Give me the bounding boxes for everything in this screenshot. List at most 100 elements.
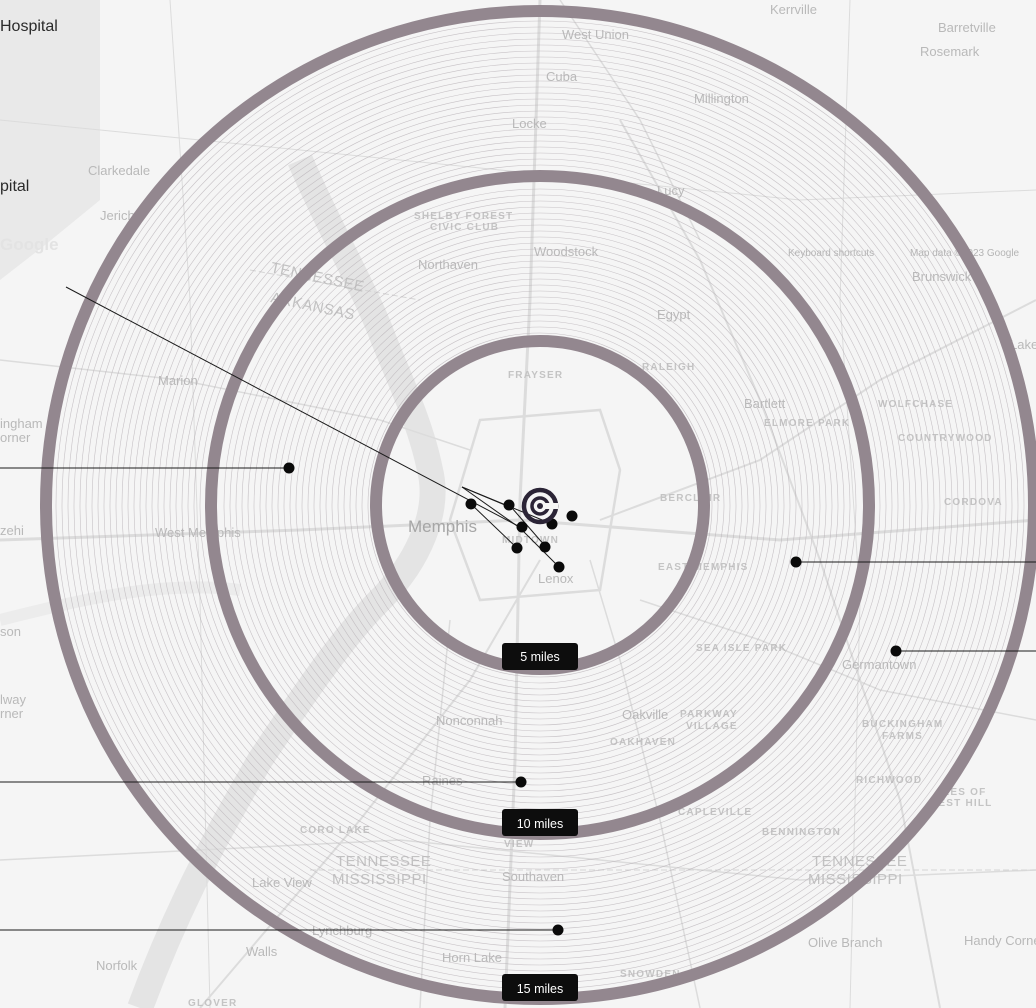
place-olive-branch: Olive Branch [808, 935, 882, 950]
place-bartlett: Bartlett [744, 396, 786, 411]
place-countrywood: COUNTRYWOOD [898, 433, 993, 444]
contour-line [361, 326, 719, 684]
logo-notch [540, 503, 558, 509]
place-walls: Walls [246, 944, 278, 959]
place-buckingham: BUCKINGHAM [862, 719, 943, 730]
contour-line [349, 314, 731, 696]
contour-line [253, 218, 827, 792]
place-cunningham-corner: orner [0, 430, 31, 445]
contour-line [289, 254, 791, 756]
contour-line [121, 86, 959, 924]
place-norfolk: Norfolk [96, 958, 138, 973]
map-panel-shadow [0, 0, 100, 280]
ring-label-5-miles: 5 miles [520, 650, 560, 664]
location-marker[interactable] [552, 924, 564, 936]
location-marker[interactable] [515, 776, 527, 788]
mississippi-river [127, 154, 446, 1008]
contour-line [139, 104, 941, 906]
place-zehi: zehi [0, 523, 24, 538]
place-germantown: Germantown [842, 657, 916, 672]
location-marker[interactable] [516, 521, 528, 533]
place-bennington: BENNINGTON [762, 827, 841, 838]
place-richwood: RICHWOOD [856, 775, 922, 786]
location-marker[interactable] [539, 541, 551, 553]
contour-line [241, 206, 839, 804]
contour-line [283, 248, 797, 762]
keyboard-shortcuts-link[interactable]: Keyboard shortcuts [788, 248, 874, 259]
place-shelby-forest: SHELBY FOREST [414, 211, 513, 222]
place-raleigh: RALEIGH [642, 362, 695, 373]
side-label-hospital-2: pital [0, 178, 30, 195]
contour-line [103, 68, 977, 942]
place-capleville: CAPLEVILLE [678, 807, 752, 818]
place-berclair: BERCLAIR [660, 493, 721, 504]
contour-line [313, 278, 767, 732]
place-marion: Marion [158, 373, 198, 388]
place-parkway: PARKWAY [680, 709, 738, 720]
ring-badge-10: 10 miles [502, 809, 578, 836]
place-civic-club: CIVIC CLUB [430, 222, 499, 233]
location-marker[interactable] [465, 498, 477, 510]
place-lenox: Lenox [538, 571, 574, 586]
place-midtown: MIDTOWN [502, 535, 559, 546]
place-snowden: SNOWDEN [620, 969, 681, 980]
contour-line [175, 140, 905, 870]
contour-line [163, 128, 917, 882]
place-west-memphis: West Memphis [155, 525, 241, 540]
contour-line [193, 158, 887, 852]
contour-line [337, 302, 743, 708]
place-millington: Millington [694, 91, 749, 106]
place-frayser: FRAYSER [508, 370, 563, 381]
state-label-mississippi-1: MISSISSIPPI [332, 871, 427, 888]
place-lakes-of-forest-hill: KES OF [942, 787, 986, 798]
contour-line [367, 332, 713, 678]
location-markers[interactable] [283, 462, 902, 936]
location-marker[interactable] [790, 556, 802, 568]
place-cunningham: ingham [0, 416, 43, 431]
location-marker[interactable] [503, 499, 515, 511]
place-handy-corner: Handy Corner [964, 933, 1036, 948]
logo-core [537, 503, 543, 509]
ring-badge-5: 5 miles [502, 643, 578, 670]
place-brunswick: Brunswick [912, 269, 972, 284]
place-farms: FARMS [882, 731, 923, 742]
contour-line [127, 92, 953, 918]
place-glover: GLOVER [188, 998, 237, 1008]
place-son: son [0, 624, 21, 639]
place-memphis: Memphis [408, 517, 477, 536]
contour-line [319, 284, 761, 726]
hospital-logo-icon[interactable] [521, 487, 559, 525]
location-marker[interactable] [553, 561, 565, 573]
contour-line [91, 56, 989, 954]
contour-line [151, 116, 929, 894]
contour-line [331, 296, 749, 714]
contour-line [79, 44, 1001, 966]
place-cordova: CORDOVA [944, 497, 1003, 508]
place-lake-view: Lake View [252, 875, 312, 890]
place-cuba: Cuba [546, 69, 578, 84]
place-forest-hill: REST HILL [930, 798, 992, 809]
place-east-memphis: EAST MEMPHIS [658, 562, 749, 573]
contour-line [169, 134, 911, 876]
location-marker[interactable] [566, 510, 578, 522]
google-logo: Google [0, 235, 59, 254]
contour-line [301, 266, 779, 744]
contour-line [355, 320, 725, 690]
place-kerrville: Kerrville [770, 2, 817, 17]
contour-line [145, 110, 935, 900]
ring-label-15-miles: 15 miles [517, 982, 564, 996]
place-horn-lake: Horn Lake [442, 950, 502, 965]
contour-line [73, 38, 1007, 972]
contour-line [271, 236, 809, 774]
location-marker[interactable] [511, 542, 523, 554]
state-border-tn-ar [249, 269, 421, 301]
contour-line [325, 290, 755, 720]
place-halfway: lway [0, 692, 27, 707]
place-west-union: West Union [562, 27, 629, 42]
contour-line [85, 50, 995, 960]
location-marker[interactable] [890, 645, 902, 657]
place-sea-isle-park: SEA ISLE PARK [696, 643, 787, 654]
contour-line [265, 230, 815, 780]
location-marker[interactable] [283, 462, 295, 474]
